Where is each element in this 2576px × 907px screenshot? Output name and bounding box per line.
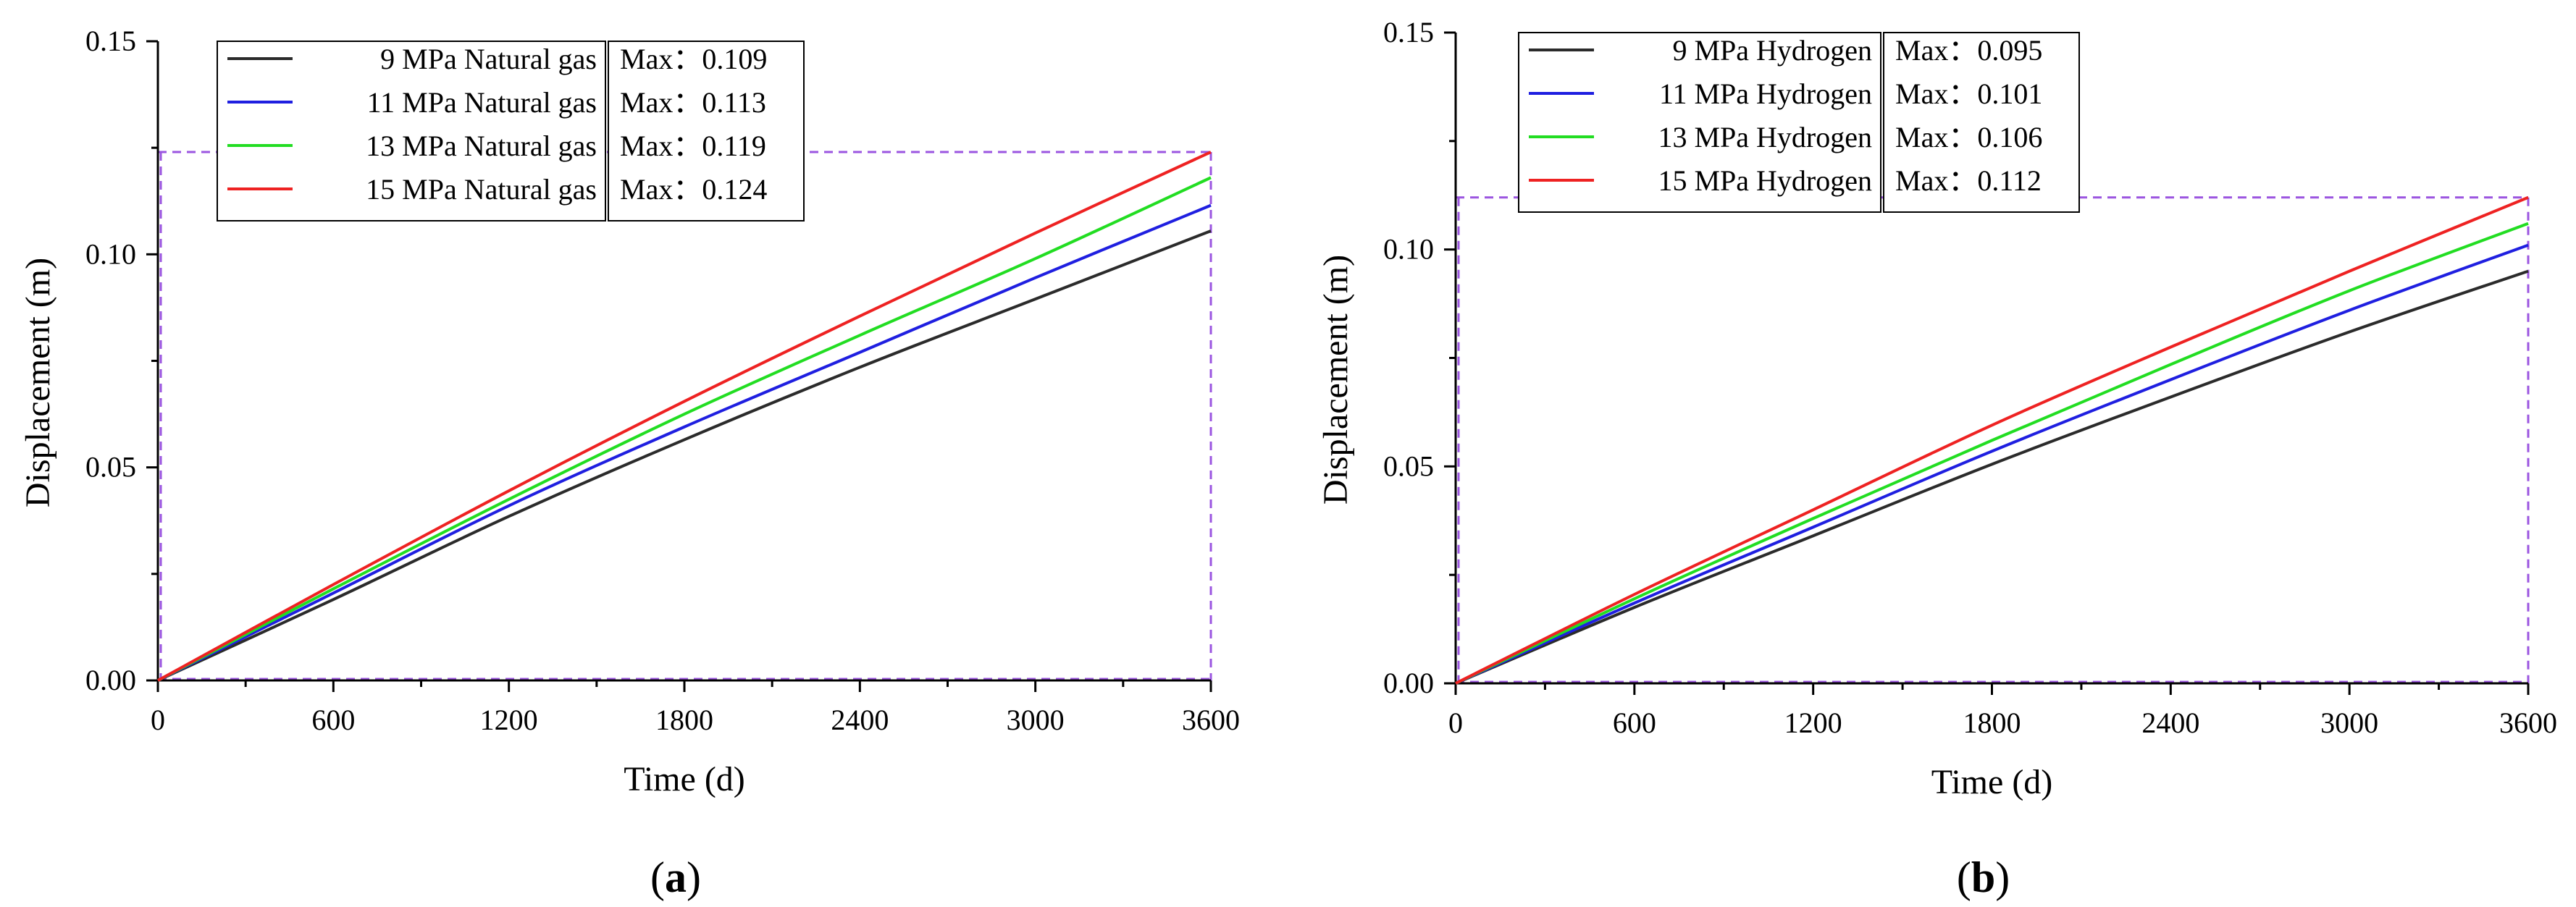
series-line-0 — [157, 229, 1212, 682]
x-tick-label: 0 — [1448, 706, 1463, 739]
max-value-label-3: Max：0.124 — [620, 173, 767, 206]
y-tick-label: 0.00 — [85, 664, 136, 696]
x-tick-label: 3600 — [1182, 704, 1240, 736]
y-axis-title: Displacement (m) — [1317, 255, 1355, 505]
series-line-3 — [157, 151, 1212, 682]
caption-paren-open: ( — [1957, 853, 1971, 901]
panel-caption: (b) — [1957, 853, 2010, 901]
caption-paren-close: ) — [687, 853, 701, 901]
legend-label-3: 15 MPa Natural gas — [366, 173, 597, 206]
legend-label-1: 11 MPa Hydrogen — [1659, 77, 1872, 110]
legend-label-1: 11 MPa Natural gas — [367, 86, 597, 119]
y-tick-label: 0.15 — [1383, 16, 1434, 48]
legend-label-2: 13 MPa Natural gas — [366, 130, 597, 162]
legend-label-0: 9 MPa Hydrogen — [1672, 34, 1872, 67]
max-value-label-0: Max：0.109 — [620, 43, 767, 75]
y-tick-label: 0.00 — [1383, 667, 1434, 699]
y-axis-title: Displacement (m) — [19, 258, 57, 507]
x-tick-label: 600 — [311, 704, 355, 736]
panel-letter: b — [1971, 853, 1995, 901]
legend-label-3: 15 MPa Hydrogen — [1658, 164, 1872, 197]
series-line-2 — [1455, 222, 2529, 685]
x-tick-label: 1200 — [480, 704, 538, 736]
series-line-1 — [157, 203, 1212, 682]
max-value-label-2: Max：0.106 — [1895, 121, 2042, 153]
y-tick-label: 0.10 — [85, 237, 136, 270]
series-line-0 — [1455, 269, 2529, 685]
x-tick-label: 2400 — [831, 704, 889, 736]
panel-b: 0 600 1200 1800 2400 3000 3600 0.00 0.05 0.10 0.15… — [1317, 16, 2557, 901]
x-tick-label: 600 — [1613, 706, 1656, 739]
max-table-box — [608, 41, 805, 222]
legend-label-2: 13 MPa Hydrogen — [1658, 121, 1872, 153]
legend-box — [1518, 32, 1881, 213]
x-tick-label: 3600 — [2499, 706, 2557, 739]
y-tick-label: 0.05 — [85, 451, 136, 484]
max-value-label-1: Max：0.101 — [1895, 77, 2042, 110]
x-tick-label: 2400 — [2141, 706, 2199, 739]
x-tick-label: 1200 — [1784, 706, 1842, 739]
legend-box — [217, 41, 606, 222]
panel-a: 0 600 1200 1800 2400 3000 3600 0.00 0.05 0.10 0.15… — [19, 25, 1240, 901]
max-value-label-3: Max：0.112 — [1895, 164, 2042, 197]
x-tick-label: 3000 — [2320, 706, 2378, 739]
x-tick-label: 0 — [151, 704, 165, 736]
x-tick-label: 3000 — [1007, 704, 1065, 736]
y-tick-label: 0.15 — [85, 25, 136, 57]
max-value-label-2: Max：0.119 — [620, 130, 766, 162]
legend-label-0: 9 MPa Natural gas — [380, 43, 597, 75]
panel-letter: a — [665, 853, 687, 901]
y-tick-label: 0.10 — [1383, 233, 1434, 266]
y-tick-label: 0.05 — [1383, 450, 1434, 482]
x-axis-title: Time (d) — [624, 760, 745, 798]
x-tick-label: 1800 — [655, 704, 713, 736]
x-axis-title: Time (d) — [1931, 763, 2053, 801]
max-value-label-1: Max：0.113 — [620, 86, 766, 119]
series-line-2 — [157, 176, 1212, 682]
max-table-box — [1883, 32, 2080, 213]
max-value-label-0: Max：0.095 — [1895, 34, 2042, 67]
panel-caption: (a) — [650, 853, 701, 901]
x-tick-label: 1800 — [1963, 706, 2021, 739]
caption-paren-open: ( — [650, 853, 665, 901]
caption-paren-close: ) — [1995, 853, 2010, 901]
series-line-1 — [1455, 243, 2529, 685]
series-line-3 — [1455, 195, 2529, 685]
